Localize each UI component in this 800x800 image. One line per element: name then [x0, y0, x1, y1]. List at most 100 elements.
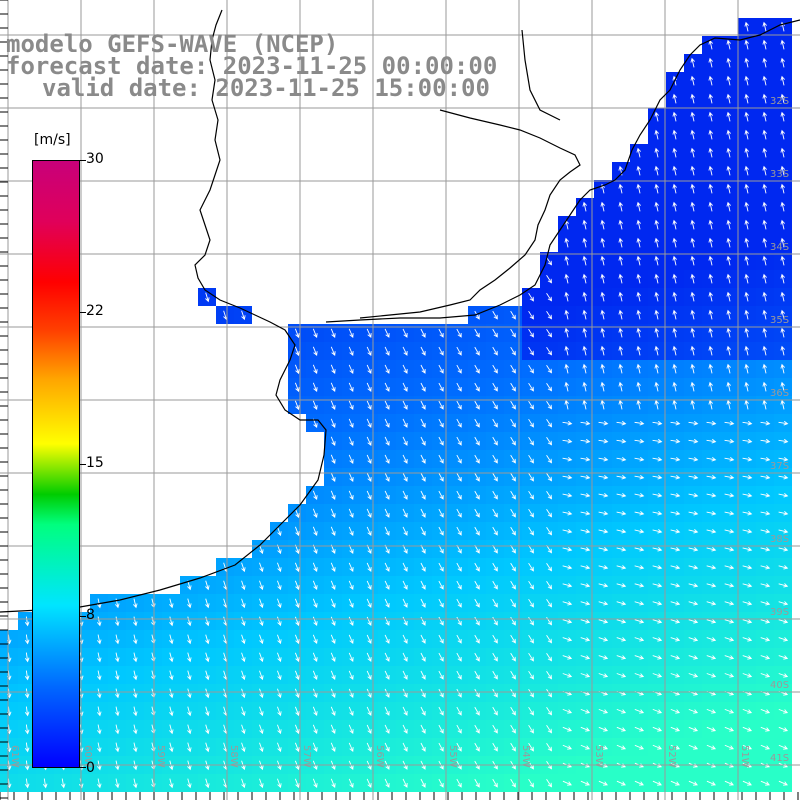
wind-arrow — [652, 420, 663, 426]
wind-arrow — [760, 619, 771, 624]
wind-arrow — [708, 183, 713, 194]
wind-arrow — [456, 616, 462, 626]
wind-arrow — [169, 742, 174, 753]
wind-arrow — [636, 201, 641, 212]
wind-arrow — [528, 652, 534, 662]
wind-arrow — [618, 291, 623, 302]
wind-arrow — [528, 346, 534, 356]
wind-arrow — [420, 436, 426, 446]
wind-arrow — [726, 39, 731, 50]
wind-arrow — [133, 670, 138, 681]
wind-arrow — [546, 634, 552, 644]
wind-arrow — [384, 382, 390, 392]
colorbar-tick-mark — [80, 767, 86, 768]
wind-arrow — [744, 291, 749, 302]
wind-arrow — [582, 399, 587, 410]
wind-arrow — [294, 508, 300, 519]
wind-arrow — [510, 436, 516, 446]
wind-arrow — [780, 57, 785, 68]
wind-arrow — [706, 744, 717, 750]
wind-arrow — [187, 670, 192, 681]
longitude-label: 53W — [593, 745, 604, 768]
wind-arrow — [402, 346, 408, 356]
wind-arrow — [205, 652, 210, 663]
wind-arrow — [670, 619, 681, 624]
wind-arrow — [652, 708, 663, 714]
wind-arrow — [708, 399, 713, 410]
wind-arrow — [778, 708, 789, 714]
wind-arrow — [724, 601, 735, 606]
wind-arrow — [688, 744, 699, 750]
wind-arrow — [294, 328, 300, 339]
wind-arrow — [402, 598, 408, 608]
wind-arrow — [528, 706, 534, 716]
wind-arrow — [616, 565, 627, 570]
wind-arrow — [420, 670, 426, 680]
wind-arrow — [24, 778, 30, 789]
wind-arrow — [348, 418, 354, 428]
wind-arrow — [96, 724, 102, 735]
wind-arrow — [492, 706, 498, 716]
wind-arrow — [366, 688, 372, 698]
wind-arrow — [652, 726, 663, 732]
wind-arrow — [241, 580, 246, 591]
wind-arrow — [780, 219, 785, 230]
wind-arrow — [546, 526, 552, 536]
wind-arrow — [598, 456, 609, 462]
wind-arrow — [492, 490, 498, 500]
wind-arrow — [690, 345, 695, 356]
wind-arrow — [762, 75, 767, 86]
wind-arrow — [744, 93, 749, 104]
wind-arrow — [546, 616, 552, 626]
colorbar-label-8: 8 — [86, 607, 95, 623]
wind-arrow — [652, 655, 663, 660]
wind-arrow — [708, 201, 713, 212]
wind-arrow — [510, 580, 516, 590]
wind-arrow — [780, 309, 785, 320]
wind-arrow — [562, 529, 573, 534]
wind-arrow — [294, 598, 300, 609]
wind-arrow — [616, 583, 627, 588]
wind-arrow — [726, 183, 731, 194]
wind-arrow — [384, 580, 390, 590]
wind-arrow — [742, 655, 753, 660]
wind-arrow — [762, 363, 767, 374]
wind-arrow — [402, 508, 408, 518]
wind-arrow — [420, 778, 426, 788]
wind-arrow — [670, 744, 681, 750]
wind-arrow — [402, 454, 408, 464]
wind-arrow — [780, 39, 785, 50]
wind-arrow — [438, 634, 444, 644]
wind-arrow — [708, 147, 713, 158]
wind-arrow — [241, 562, 246, 573]
wind-arrow — [598, 780, 608, 786]
wind-arrow — [96, 652, 102, 663]
wind-arrow — [420, 562, 426, 572]
wind-arrow — [562, 420, 573, 426]
wind-arrow — [294, 634, 300, 645]
wind-arrow — [600, 345, 605, 356]
wind-arrow — [420, 490, 426, 500]
wind-arrow — [96, 616, 102, 627]
wind-arrow — [744, 363, 749, 374]
wind-arrow — [726, 381, 731, 392]
wind-arrow — [762, 399, 767, 410]
wind-arrow — [742, 565, 753, 570]
wind-arrow — [780, 93, 785, 104]
wind-arrow — [438, 562, 444, 572]
wind-arrow — [510, 508, 516, 518]
longitude-labels: 61W 60W 59W 58W 57W 56W 55W 54W 53W 52W 51W — [9, 745, 750, 768]
wind-arrow — [456, 346, 462, 356]
wind-arrow — [402, 634, 408, 644]
wind-arrow — [654, 345, 659, 356]
wind-arrow — [312, 490, 318, 501]
wind-arrow — [616, 637, 627, 642]
wind-arrow — [205, 598, 210, 609]
wind-arrow — [294, 742, 300, 753]
wind-arrow — [744, 147, 749, 158]
wind-arrow — [366, 724, 372, 734]
wind-arrow — [402, 490, 408, 500]
wind-arrow — [348, 382, 354, 392]
wind-arrow — [438, 670, 444, 680]
wind-arrow — [760, 565, 771, 570]
